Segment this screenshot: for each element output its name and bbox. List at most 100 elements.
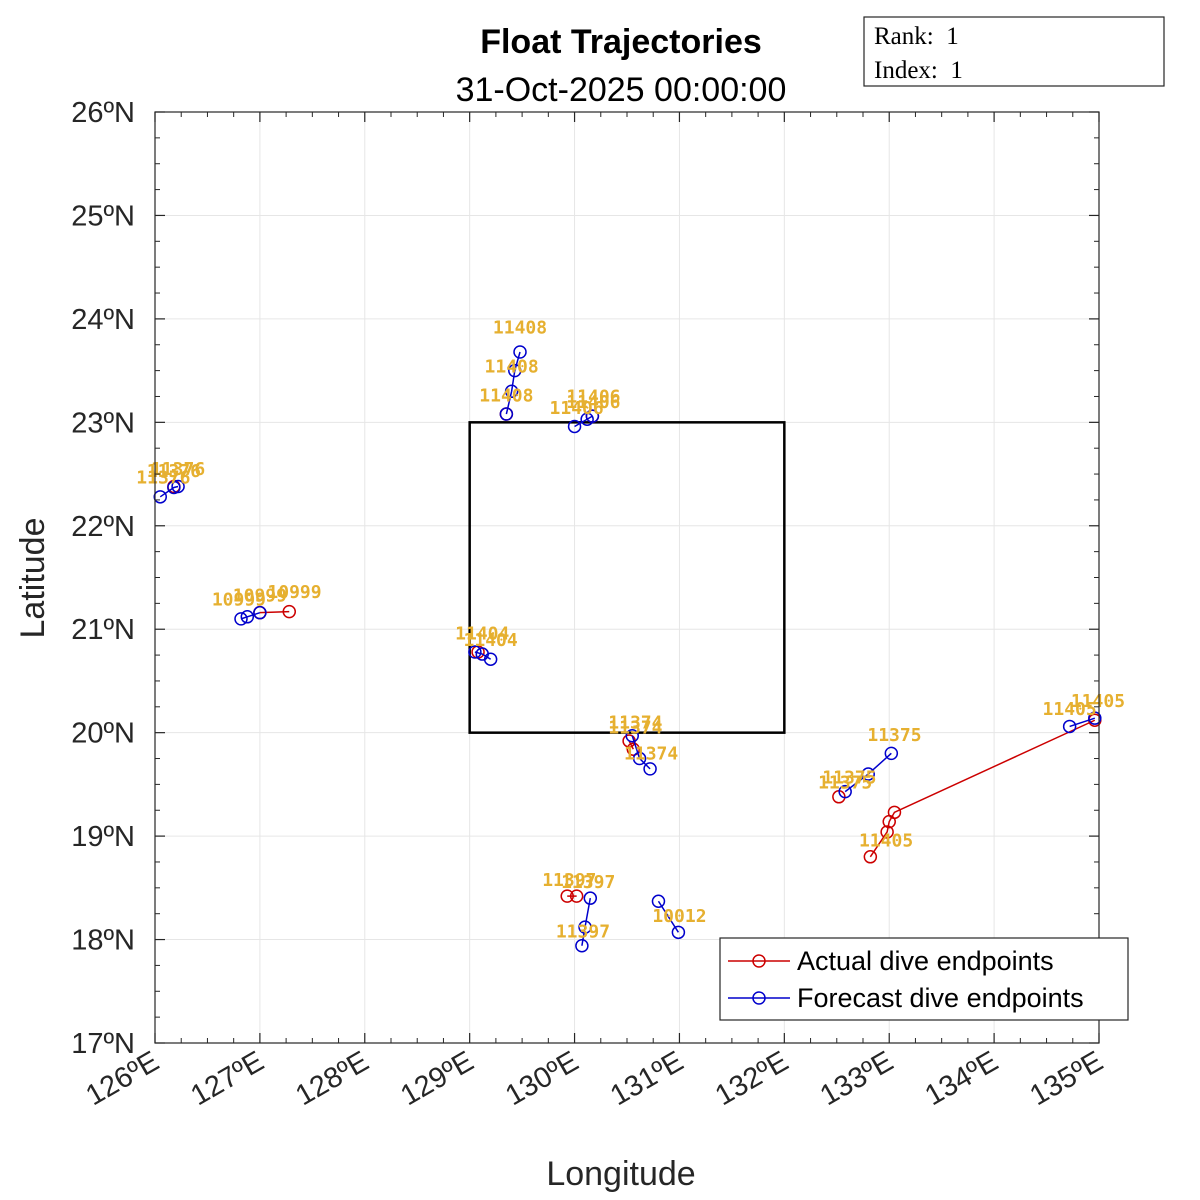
float-id-label: 11375 bbox=[867, 725, 921, 746]
dive-endpoint-marker bbox=[240, 610, 255, 624]
dive-endpoint-marker bbox=[483, 652, 498, 666]
chart-title: Float Trajectories bbox=[480, 23, 762, 61]
legend-forecast-marker-swatch bbox=[752, 991, 766, 1005]
dive-endpoint-marker bbox=[585, 409, 600, 423]
trajectory-line bbox=[505, 351, 521, 415]
dive-endpoint-marker bbox=[625, 729, 639, 743]
dive-endpoint-marker bbox=[578, 920, 592, 934]
y-tick-label: 26ºN bbox=[71, 97, 135, 129]
float-id-label: 11397 bbox=[542, 870, 596, 891]
series-forecast-10012 bbox=[651, 894, 686, 940]
dive-endpoint-marker bbox=[234, 612, 248, 626]
dive-endpoint-marker bbox=[626, 742, 641, 756]
info-index: Index: 1 bbox=[874, 57, 963, 84]
dive-endpoint-marker bbox=[651, 894, 666, 909]
dive-endpoint-marker bbox=[508, 363, 522, 378]
info-box-frame bbox=[863, 16, 1165, 87]
dive-endpoint-marker bbox=[632, 751, 647, 766]
float-id-label: 11405 bbox=[1071, 691, 1125, 712]
float-id-label: 10999 bbox=[212, 589, 266, 610]
dive-endpoint-marker bbox=[504, 384, 519, 399]
legend-actual-label: Actual dive endpoints bbox=[797, 946, 1054, 976]
y-tick-label: 19ºN bbox=[71, 821, 135, 853]
dive-endpoint-marker bbox=[1088, 711, 1102, 725]
y-tick-label: 22ºN bbox=[71, 511, 135, 543]
float-id-label: 11408 bbox=[493, 317, 547, 338]
dive-endpoint-marker bbox=[253, 605, 267, 620]
info-box: Rank: 1 Index: 1 bbox=[863, 16, 1165, 87]
series-forecast-11405 bbox=[1062, 711, 1102, 734]
dive-endpoint-marker bbox=[863, 850, 878, 864]
series-forecast-11375 bbox=[838, 746, 899, 799]
dive-endpoint-marker bbox=[861, 767, 875, 781]
dive-endpoint-marker bbox=[671, 925, 686, 940]
series-forecast-10999 bbox=[234, 605, 267, 626]
y-tick-label: 18ºN bbox=[71, 925, 135, 957]
y-tick-label: 25ºN bbox=[71, 200, 135, 232]
dive-endpoint-marker bbox=[884, 746, 899, 761]
float-id-label: 11404 bbox=[464, 630, 518, 651]
trajectory-line bbox=[869, 719, 1096, 858]
x-axis-label: Longitude bbox=[546, 1155, 695, 1193]
float-id-label: 11374 bbox=[608, 718, 662, 739]
dive-endpoint-marker bbox=[583, 891, 598, 905]
y-tick-label: 17ºN bbox=[71, 1028, 135, 1060]
float-id-label: 11406 bbox=[550, 398, 604, 419]
y-axis-label: Latitude bbox=[14, 518, 52, 639]
dive-endpoint-marker bbox=[153, 490, 167, 504]
series-forecast-11406 bbox=[567, 409, 600, 434]
trajectory-line bbox=[628, 740, 634, 750]
float-id-label: 11405 bbox=[859, 830, 913, 851]
dive-endpoint-marker bbox=[838, 784, 852, 799]
y-tick-label: 24ºN bbox=[71, 304, 135, 336]
float-id-label: 11375 bbox=[818, 773, 872, 794]
dive-endpoint-marker bbox=[513, 345, 527, 359]
dive-endpoint-marker bbox=[880, 825, 894, 839]
series-forecast-11404 bbox=[468, 645, 498, 666]
trajectory-line bbox=[844, 752, 892, 793]
series-actual-11397 bbox=[560, 889, 584, 903]
float-id-label: 10999 bbox=[267, 582, 321, 603]
dive-endpoint-marker bbox=[567, 419, 582, 434]
tick-marks bbox=[154, 111, 1100, 1044]
float-id-label: 11376 bbox=[151, 459, 205, 480]
dive-endpoint-marker bbox=[499, 407, 514, 421]
series-forecast-11374 bbox=[625, 729, 657, 776]
float-id-label: 11376 bbox=[136, 467, 190, 488]
trajectory-line bbox=[259, 610, 290, 614]
series-forecast-11408 bbox=[499, 345, 527, 421]
legend-forecast-label: Forecast dive endpoints bbox=[797, 983, 1084, 1013]
float-id-label: 11397 bbox=[556, 921, 610, 942]
dive-endpoint-marker bbox=[171, 479, 185, 494]
trajectory-line bbox=[1069, 717, 1096, 728]
float-id-label: 11397 bbox=[561, 872, 615, 893]
series-forecast-11376 bbox=[153, 479, 185, 504]
dive-endpoint-marker bbox=[887, 805, 902, 820]
y-tick-label: 20ºN bbox=[71, 718, 135, 750]
float-id-label: 11404 bbox=[455, 624, 509, 645]
dive-endpoint-marker bbox=[569, 889, 584, 903]
float-id-label: 10012 bbox=[652, 906, 706, 927]
info-rank: Rank: 1 bbox=[874, 23, 959, 50]
legend-actual-marker-swatch bbox=[752, 954, 766, 968]
chart-subtitle: 31-Oct-2025 00:00:00 bbox=[456, 71, 787, 109]
dive-endpoint-marker bbox=[282, 604, 297, 619]
float-id-label: 10999 bbox=[233, 585, 287, 606]
dive-endpoint-marker bbox=[560, 889, 574, 903]
float-id-label: 11408 bbox=[485, 357, 539, 378]
float-id-label: 11408 bbox=[479, 386, 533, 407]
float-id-label: 11406 bbox=[566, 392, 620, 413]
dive-endpoint-marker bbox=[575, 939, 589, 953]
y-tick-labels: 17ºN 18ºN 19ºN 20ºN 21ºN 22ºN 23ºN 24ºN 25ºN 26ºN bbox=[71, 97, 135, 1060]
dive-endpoint-marker bbox=[643, 762, 657, 776]
series-layer bbox=[153, 345, 1102, 953]
legend-frame bbox=[719, 937, 1129, 1021]
float-id-label: 11375 bbox=[822, 767, 876, 788]
float-id-label: 11374 bbox=[624, 744, 678, 765]
trajectory-line bbox=[631, 735, 651, 770]
float-id-label: 11374 bbox=[608, 713, 662, 734]
dive-endpoint-marker bbox=[1062, 719, 1077, 734]
float-id-label: 11406 bbox=[566, 387, 620, 408]
